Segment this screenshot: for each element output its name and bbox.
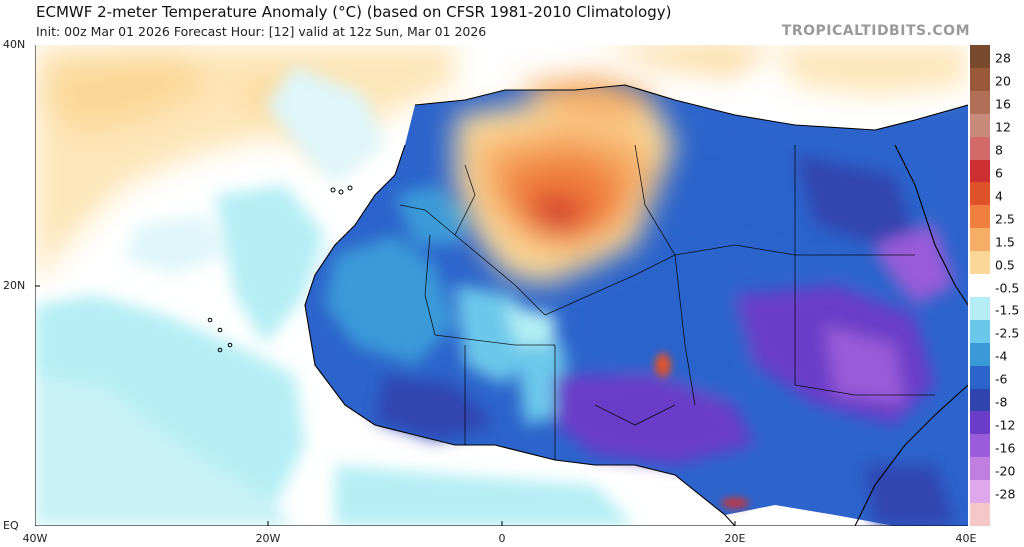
colorbar-swatch: [970, 205, 990, 229]
lat-label-40n: 40N: [3, 38, 26, 51]
colorbar-label: -4: [995, 348, 1008, 364]
colorbar-label: 2.5: [995, 211, 1015, 227]
colorbar: [970, 45, 990, 527]
forecast-info: Init: 00z Mar 01 2026 Forecast Hour: [12…: [36, 24, 487, 39]
colorbar-label: 8: [995, 142, 1003, 158]
colorbar-label: -20: [995, 463, 1016, 479]
lon-label-0: 0: [498, 532, 506, 545]
colorbar-label: -12: [995, 417, 1016, 433]
coastlines: [304, 84, 968, 526]
axis-ticks: [35, 45, 968, 526]
colorbar-swatch: [970, 136, 990, 160]
colorbar-swatch: [970, 182, 990, 206]
colorbar-label: -0.5: [995, 280, 1020, 295]
lat-label-eq: EQ: [3, 519, 19, 532]
colorbar-swatch: [970, 113, 990, 138]
colorbar-label: -8: [995, 394, 1008, 410]
colorbar-swatch: [970, 388, 990, 412]
colorbar-label: 20: [995, 73, 1011, 89]
lon-label-20e: 20E: [724, 532, 746, 545]
colorbar-label: 6: [995, 165, 1003, 181]
colorbar-swatch: [970, 503, 990, 527]
lon-label-40w: 40W: [22, 532, 48, 545]
colorbar-label: 28: [995, 50, 1011, 66]
country-borders: [399, 144, 935, 460]
lake-chad-hotspot: [655, 353, 749, 508]
colorbar-swatch: [970, 457, 990, 481]
colorbar-swatch: [970, 411, 990, 435]
colorbar-swatch: [970, 251, 990, 275]
colorbar-swatch: [970, 296, 990, 321]
lon-label-40e: 40E: [955, 532, 977, 545]
anomaly-map: [35, 45, 968, 526]
saharan-warm-anomaly: [395, 45, 968, 285]
colorbar-swatch: [970, 274, 990, 298]
colorbar-swatch: [970, 159, 990, 183]
colorbar-swatch: [970, 342, 990, 367]
colorbar-label: 0.5: [995, 257, 1015, 273]
colorbar-label: -2.5: [995, 325, 1020, 341]
site-credit: TROPICALTIDBITS.COM: [781, 23, 970, 39]
colorbar-label: 4: [995, 188, 1003, 204]
land-anomaly-field: [325, 135, 955, 526]
colorbar-swatch: [970, 434, 990, 458]
colorbar-label: 16: [995, 96, 1011, 112]
colorbar-label: -1.5: [995, 302, 1020, 318]
colorbar-swatch: [970, 365, 990, 390]
colorbar-label: -28: [995, 486, 1016, 502]
colorbar-swatch: [970, 319, 990, 344]
colorbar-label: 12: [995, 119, 1011, 135]
islands: [207, 185, 353, 353]
lat-label-20n: 20N: [3, 279, 26, 292]
colorbar-swatch: [970, 45, 990, 69]
colorbar-label: 1.5: [995, 234, 1015, 250]
colorbar-label: -6: [995, 371, 1008, 387]
lon-label-20w: 20W: [255, 532, 281, 545]
colorbar-swatch: [970, 480, 990, 504]
colorbar-swatch: [970, 228, 990, 252]
colorbar-label: -16: [995, 440, 1016, 456]
colorbar-swatch: [970, 90, 990, 115]
colorbar-swatch: [970, 67, 990, 92]
anomaly-map-canvas: [35, 45, 968, 526]
map-title: ECMWF 2-meter Temperature Anomaly (°C) (…: [36, 3, 672, 21]
